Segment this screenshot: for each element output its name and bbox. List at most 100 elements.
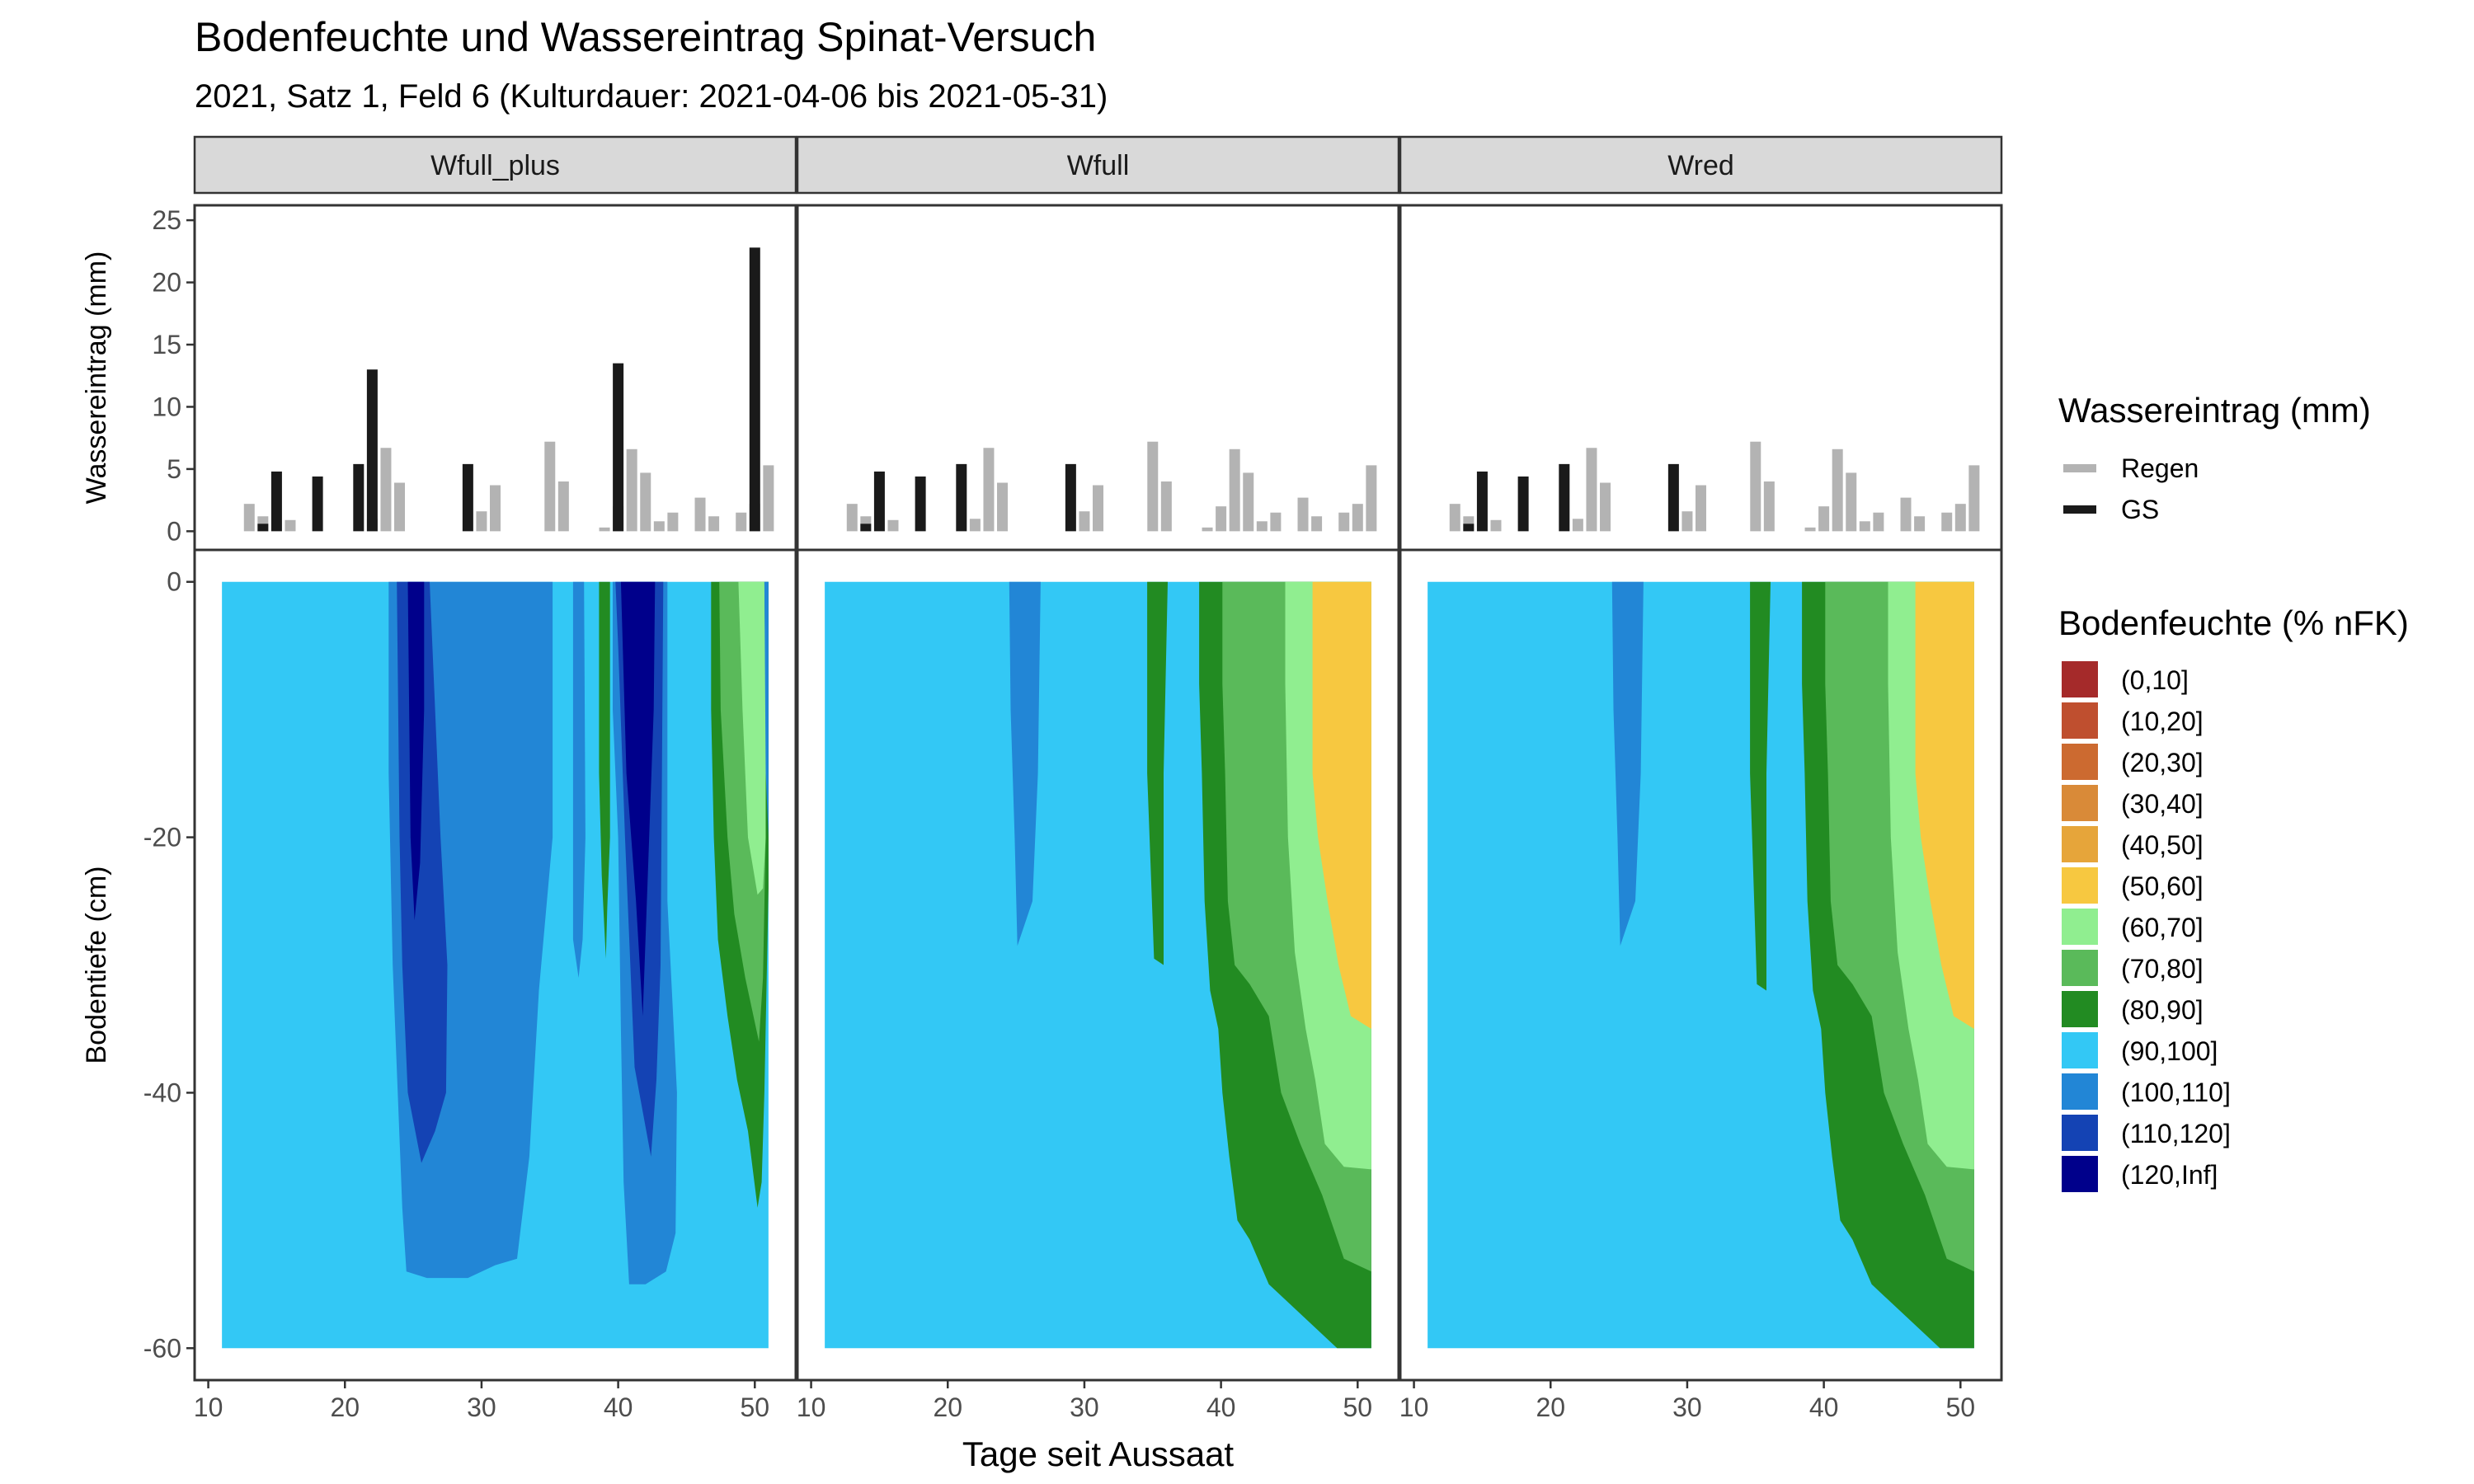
bar-regen — [1229, 448, 1240, 532]
facet-strip-label: Wfull_plus — [430, 150, 560, 181]
legend-label-moisture: (40,50] — [2121, 830, 2204, 860]
y-tick-label: 0 — [167, 516, 181, 546]
bar-gs — [312, 476, 323, 532]
bar-gs — [956, 463, 967, 532]
bar-regen — [1600, 482, 1611, 532]
bar-regen — [708, 516, 720, 532]
contour-band — [572, 581, 586, 978]
legend-key-moisture — [2062, 1156, 2098, 1192]
bar-regen — [1352, 504, 1363, 532]
contour-panel — [1399, 548, 2003, 1382]
legend-key-moisture — [2062, 661, 2098, 697]
chart-subtitle: 2021, Satz 1, Feld 6 (Kulturdauer: 2021-… — [195, 78, 1108, 115]
bar-regen — [667, 512, 679, 532]
legend-water-title: Wassereintrag (mm) — [2058, 391, 2371, 430]
bar-regen — [1832, 448, 1843, 532]
bar-regen — [1297, 497, 1309, 532]
facet-strip — [796, 135, 1400, 195]
bar-regen — [1941, 512, 1953, 532]
bar-regen — [1202, 527, 1213, 532]
facet-strip-label: Wred — [1667, 150, 1734, 181]
legend-label-moisture: (60,70] — [2121, 913, 2204, 942]
bar-regen — [599, 527, 610, 532]
x-axis-title: Tage seit Aussaat — [962, 1435, 1235, 1473]
x-tick-label: 10 — [797, 1392, 826, 1422]
bar-regen — [694, 497, 706, 532]
bar-regen — [380, 448, 392, 532]
bar-gs — [1559, 463, 1570, 532]
y-tick-label: 25 — [152, 205, 181, 235]
contour-band — [1312, 581, 1371, 1029]
bar-regen — [476, 511, 487, 532]
bar-regen — [1818, 506, 1830, 532]
bar-gs — [353, 463, 365, 532]
contour-band — [599, 581, 610, 959]
contour-panel — [193, 548, 797, 1382]
bar-regen — [490, 485, 501, 532]
legend-label-moisture: (0,10] — [2121, 665, 2189, 695]
facet-Wfull_plus: Wfull_plus 10 20 30 40 50 — [193, 135, 797, 1422]
bar-regen — [1311, 516, 1323, 532]
facet-Wred: Wred 10 20 30 40 50 — [1399, 135, 2003, 1422]
y-tick-label: 15 — [152, 330, 181, 359]
bar-regen — [846, 504, 858, 532]
bar-gs — [366, 369, 378, 532]
bar-gs — [462, 463, 473, 532]
bar-regen — [640, 472, 651, 532]
x-tick-label: 50 — [1945, 1392, 1975, 1422]
bar-regen — [285, 519, 296, 532]
contour-band — [407, 581, 425, 921]
legend-key-moisture — [2062, 991, 2098, 1027]
legend-key-moisture — [2062, 744, 2098, 780]
y-axis-title-water: Wassereintrag (mm) — [81, 251, 112, 505]
chart-title: Bodenfeuchte und Wassereintrag Spinat-Ve… — [195, 14, 1096, 60]
bar-regen — [1490, 519, 1502, 532]
bar-regen — [1914, 516, 1926, 532]
bar-regen — [1270, 512, 1282, 532]
x-tick-label: 30 — [1070, 1392, 1099, 1422]
bar-regen — [1160, 481, 1172, 532]
bar-regen — [969, 519, 981, 532]
bar-regen — [1586, 448, 1597, 532]
bar-regen — [1804, 527, 1816, 532]
legend-label-moisture: (90,100] — [2121, 1036, 2218, 1066]
legend-key-moisture — [2062, 702, 2098, 739]
bar-regen — [1093, 485, 1103, 532]
x-tick-label: 50 — [1343, 1392, 1372, 1422]
bar-gs — [915, 476, 926, 532]
bar-regen — [1256, 521, 1268, 532]
contour-band — [1611, 581, 1644, 946]
y-tick-label: 20 — [152, 268, 181, 298]
facet-strip — [1399, 135, 2003, 195]
bar-panel — [193, 204, 797, 552]
contour-panel-border — [796, 548, 1400, 1382]
bar-panel — [796, 204, 1400, 552]
bar-regen — [1859, 521, 1870, 532]
legend-moisture: Bodenfeuchte (% nFK) (0,10] (10,20] (20,30… — [2058, 603, 2409, 1192]
bar-regen — [1243, 472, 1254, 532]
bar-regen — [1968, 465, 1980, 532]
y-tick-label: 0 — [167, 567, 181, 597]
x-tick-label: 20 — [1536, 1392, 1565, 1422]
bar-regen — [1750, 441, 1761, 532]
bar-gs — [257, 524, 269, 532]
bar-regen — [1696, 485, 1706, 532]
contour-panel-border — [1399, 548, 2003, 1382]
contour-panel-border — [193, 548, 797, 1382]
legend-label-moisture: (20,30] — [2121, 748, 2204, 777]
legend-label-moisture: (10,20] — [2121, 707, 2204, 736]
bar-gs — [1065, 463, 1076, 532]
bar-regen — [1449, 504, 1460, 532]
bar-regen — [243, 504, 255, 532]
legend-label-gs: GS — [2121, 495, 2159, 524]
contour-panel — [796, 548, 1400, 1382]
bar-gs — [1476, 471, 1488, 532]
bar-regen — [1900, 497, 1912, 532]
bar-gs — [1517, 476, 1529, 532]
bar-regen — [544, 441, 556, 532]
contour-band — [764, 581, 769, 838]
bar-regen — [1954, 504, 1966, 532]
legend-key-moisture — [2062, 1115, 2098, 1151]
